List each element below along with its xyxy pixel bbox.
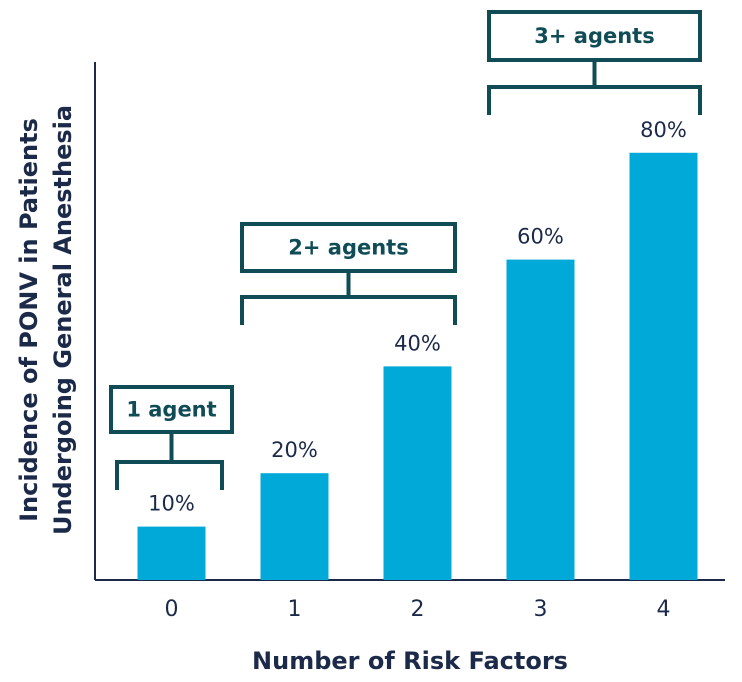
annotation-label: 2+ agents: [288, 236, 408, 260]
annotation-bracket: [115, 432, 224, 490]
bar: [383, 366, 452, 580]
x-axis-title: Number of Risk Factors: [252, 647, 568, 675]
bar: [260, 473, 329, 580]
value-label: 80%: [640, 118, 687, 142]
x-tick-label: 2: [411, 597, 425, 622]
x-tick-label: 1: [288, 597, 302, 622]
value-label: 10%: [148, 492, 195, 516]
bar: [629, 152, 698, 580]
annotation-bracket: [487, 60, 702, 115]
annotation-bracket: [240, 271, 457, 325]
x-tick-label: 0: [165, 597, 179, 622]
value-label: 60%: [517, 225, 564, 249]
bar: [506, 259, 575, 580]
annotation-label: 3+ agents: [534, 24, 654, 48]
x-tick-label: 3: [534, 597, 548, 622]
annotation-label: 1 agent: [126, 398, 216, 422]
y-axis-title: Undergoing General Anesthesia: [49, 105, 77, 535]
x-tick-label: 4: [657, 597, 671, 622]
value-label: 40%: [394, 331, 441, 355]
y-axis-title: Incidence of PONV in Patients: [15, 118, 43, 522]
bar: [137, 526, 206, 580]
value-label: 20%: [271, 438, 318, 462]
